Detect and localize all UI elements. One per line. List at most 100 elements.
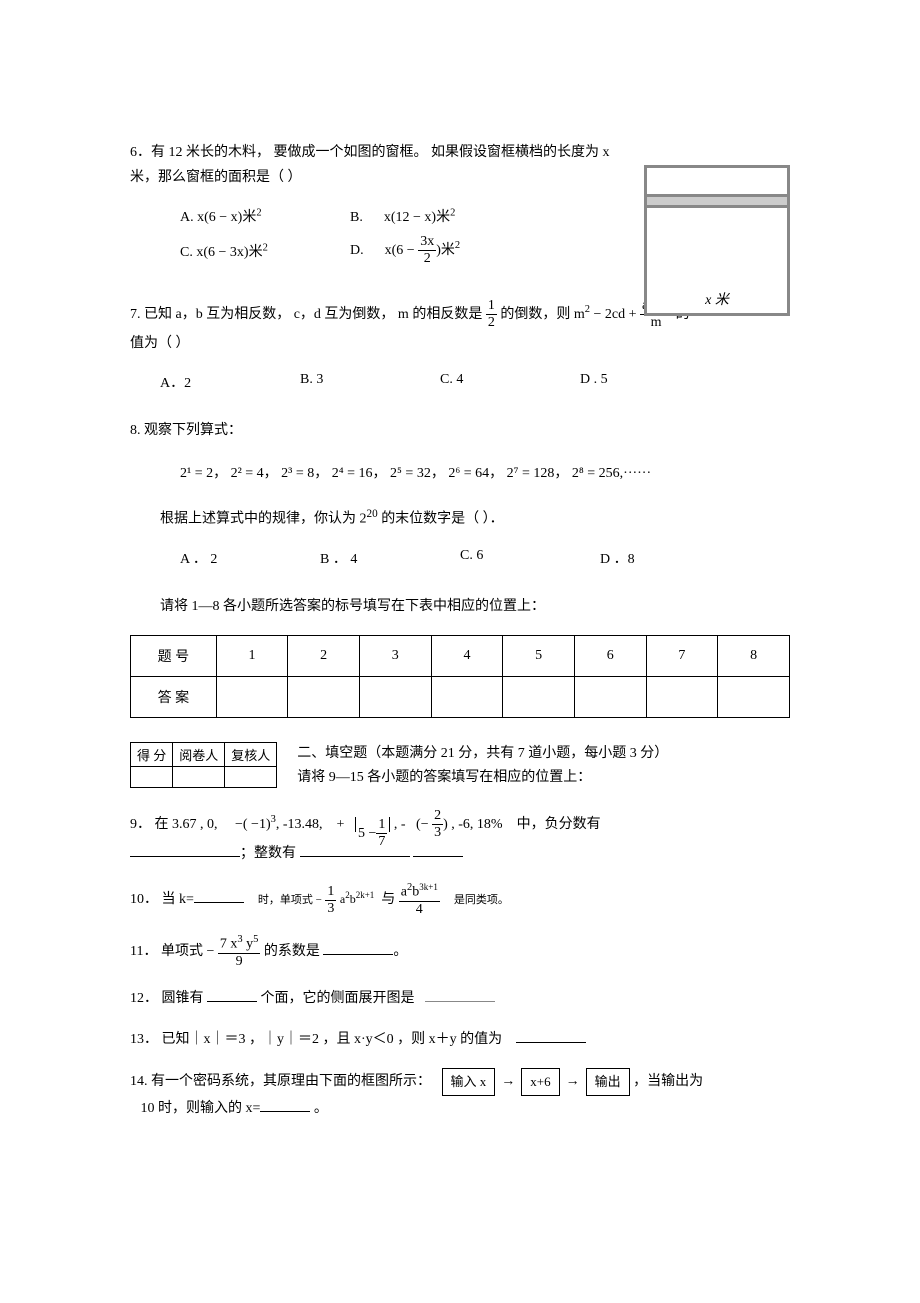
den: 2 — [486, 315, 497, 331]
text: ；整数有 — [240, 846, 296, 861]
text: 9． 在 3.67 , 0, — [130, 817, 218, 832]
text: 值为（ ） — [130, 336, 190, 351]
text: + — [337, 817, 345, 832]
cell: 复核人 — [225, 743, 277, 767]
cell: 8 — [718, 636, 790, 677]
ask: 根据上述算式中的规律，你认为 2 — [160, 512, 367, 527]
blank — [413, 842, 463, 857]
cell — [646, 677, 718, 718]
choice-c: C. 4 — [440, 372, 580, 392]
q6-xvar: x — [603, 145, 610, 160]
dot: 。 — [314, 1101, 328, 1116]
cell: 2 — [288, 636, 360, 677]
question-10: 10． 当 k= 时，单项式 − 1 3 a2b2k+1 与 a2b3k+1 4… — [130, 882, 790, 918]
abs-inner: 5 − — [358, 826, 376, 841]
blank — [260, 1097, 310, 1112]
window-figure-label: x 米 — [647, 289, 787, 309]
q7-choices: A．2 B. 3 C. 4 D . 5 — [160, 372, 790, 392]
section2-note: 请将 9—15 各小题的答案填写在相应的位置上： — [297, 766, 668, 790]
question-8: 8. 观察下列算式： 2¹ = 2， 2² = 4， 2³ = 8， 2⁴ = … — [130, 418, 790, 532]
sup: 2 — [455, 241, 460, 252]
score-box: 得 分 阅卷人 复核人 — [130, 742, 277, 788]
text: 10 时，则输入的 x= — [141, 1101, 261, 1116]
question-9: 9． 在 3.67 , 0, −( −1)3, -13.48, + 5 −17 … — [130, 808, 790, 866]
text: 与 — [381, 892, 395, 907]
question-12: 12． 圆锥有 个面，它的侧面展开图是 — [130, 986, 790, 1011]
choice-d: D ．8 — [600, 548, 740, 568]
box-input: 输入 x — [442, 1068, 496, 1095]
cell — [225, 767, 277, 788]
num: 2 — [432, 808, 443, 825]
frac: 1 3 — [325, 884, 336, 917]
frac-half: 1 2 — [486, 298, 497, 331]
den: 3 — [432, 825, 443, 841]
frac: 3x 2 — [418, 234, 436, 267]
dot: 。 — [393, 944, 407, 959]
box-output: 输出 — [586, 1068, 630, 1095]
cell — [216, 677, 288, 718]
question-11: 11． 单项式 − 7 x3 y5 9 的系数是 。 — [130, 934, 790, 970]
den: m — [640, 315, 672, 331]
text: ，当输出为 — [633, 1074, 703, 1089]
abs: 5 −17 — [355, 817, 390, 832]
text: 是同类项。 — [454, 894, 509, 906]
ask-post: 的末位数字是（ ）． — [378, 512, 504, 527]
window-figure: x 米 — [644, 165, 790, 316]
expr: x(12 − x)米 — [384, 210, 450, 225]
text: (− — [416, 817, 432, 832]
sup: 20 — [367, 508, 378, 520]
cell — [173, 767, 225, 788]
box-op: x+6 — [521, 1068, 559, 1095]
choice-a: A．2 — [160, 372, 300, 392]
num: a2b3k+1 — [399, 882, 440, 902]
coef: 7 x — [220, 937, 238, 952]
blank — [323, 940, 393, 955]
den: 3 — [325, 901, 336, 917]
text: 7. 已知 a，b 互为相反数， c，d 互为倒数， m 的相反数是 — [130, 306, 486, 321]
arrow-icon: → — [566, 1069, 580, 1094]
blank — [194, 888, 244, 903]
section2-title: 二、填空题（本题满分 21 分，共有 7 道小题，每小题 3 分） — [297, 742, 668, 766]
expr: x(6 − x)米 — [197, 210, 256, 225]
text: 时，单项式 − — [258, 894, 322, 906]
text: 中，负分数有 — [517, 817, 601, 832]
q6-choice-c: C. x(6 − 3x)米2 — [180, 241, 350, 261]
cell: 4 — [431, 636, 503, 677]
cell: 阅卷人 — [173, 743, 225, 767]
num: 7 x3 y5 — [218, 934, 261, 954]
text: 11． 单项式 − — [130, 944, 214, 959]
sequence: 2¹ = 2， 2² = 4， 2³ = 8， 2⁴ = 16， 2⁵ = 32… — [180, 461, 790, 486]
cell: 3 — [359, 636, 431, 677]
text: ) , -6, 18% — [443, 817, 503, 832]
sup: 2 — [263, 242, 268, 253]
question-13: 13． 已知｜x｜＝3 ，｜y｜＝2 ，且 x·y＜0 ，则 x＋y 的值为 — [130, 1027, 790, 1052]
label: D. — [350, 243, 364, 258]
text: −( −1) — [235, 817, 271, 832]
num: 1 — [325, 884, 336, 901]
grid-note: 请将 1—8 各小题所选答案的标号填写在下表中相应的位置上： — [160, 594, 790, 619]
label: A. — [180, 210, 194, 225]
text: 12． 圆锥有 — [130, 991, 204, 1006]
sup: 2 — [450, 208, 455, 219]
cell — [288, 677, 360, 718]
num: 3x — [418, 234, 436, 251]
cell: 答 案 — [131, 677, 217, 718]
text: 的系数是 — [264, 944, 320, 959]
cell: 5 — [503, 636, 575, 677]
flow: 输入 x → x+6 → 输出 — [442, 1068, 630, 1095]
text: 13． 已知｜x｜＝3 ，｜y｜＝2 ，且 x·y＜0 ，则 x＋y 的值为 — [130, 1032, 502, 1047]
sup: 2k+1 — [356, 890, 375, 900]
cell — [503, 677, 575, 718]
choice-b: B ． 4 — [320, 548, 460, 568]
post: )米 — [436, 243, 455, 258]
cell — [574, 677, 646, 718]
label: B. — [350, 210, 363, 225]
stem: 8. 观察下列算式： — [130, 418, 790, 443]
cell — [431, 677, 503, 718]
den: 2 — [418, 251, 436, 267]
text: 的倒数，则 m — [500, 306, 584, 321]
den: 4 — [399, 902, 440, 918]
choice-c: C. 6 — [460, 548, 600, 568]
text: , -13.48, — [276, 817, 323, 832]
q8-choices: A ． 2 B ． 4 C. 6 D ．8 — [180, 548, 790, 568]
